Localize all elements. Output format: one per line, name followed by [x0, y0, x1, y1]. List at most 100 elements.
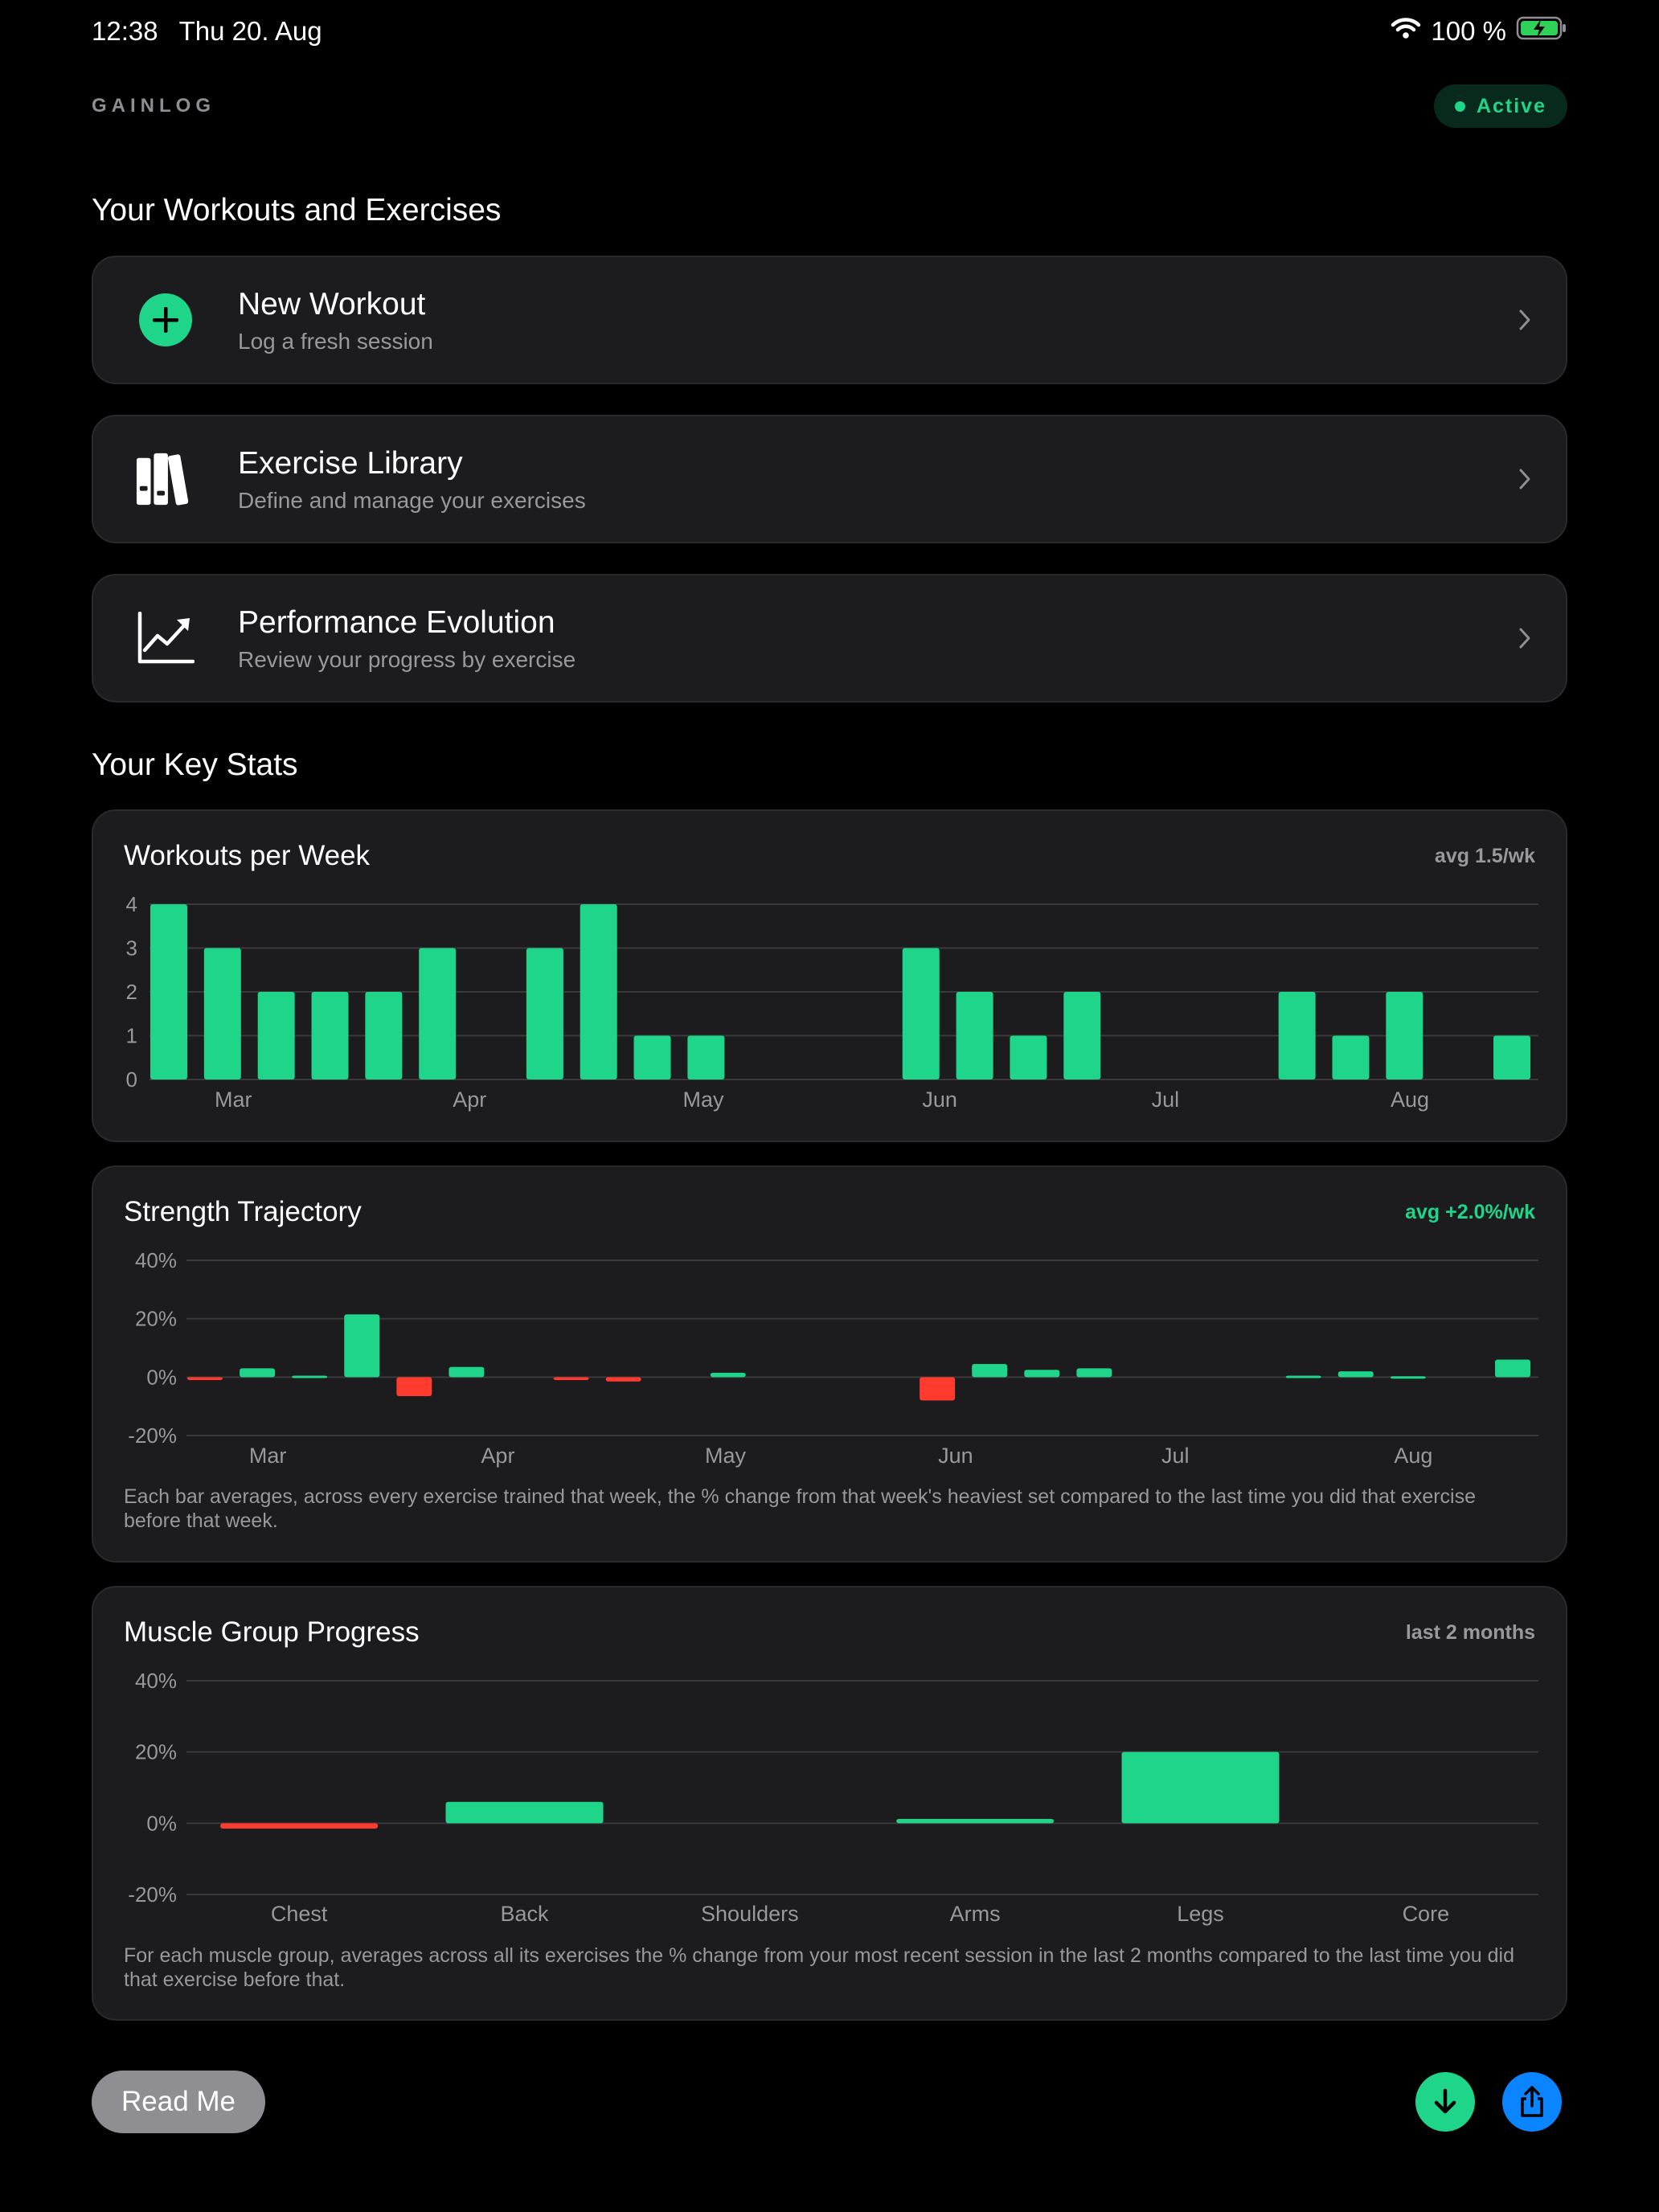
- bar: [396, 1377, 432, 1396]
- x-tick-label: May: [683, 1088, 725, 1112]
- chart-badge: last 2 months: [1405, 1620, 1535, 1644]
- bar: [365, 992, 403, 1079]
- nav-subtitle: Log a fresh session: [238, 329, 433, 354]
- chevron-right-icon: [1513, 626, 1537, 650]
- bar: [526, 948, 563, 1079]
- y-tick-label: 0%: [146, 1365, 177, 1389]
- nav-title: New Workout: [238, 287, 426, 322]
- bar: [1495, 1359, 1530, 1378]
- chevron-right-icon: [1513, 467, 1537, 491]
- bar: [187, 1377, 223, 1380]
- x-tick-label: Apr: [481, 1444, 514, 1468]
- x-tick-label: Legs: [1177, 1902, 1224, 1926]
- y-tick-label: -20%: [128, 1423, 177, 1448]
- nav-title: Exercise Library: [238, 446, 463, 481]
- y-tick-label: 3: [126, 936, 137, 961]
- read-me-button[interactable]: Read Me: [92, 2071, 265, 2133]
- y-tick-label: -20%: [128, 1882, 177, 1907]
- y-tick-label: 20%: [135, 1307, 177, 1331]
- chevron-right-icon: [1513, 308, 1537, 332]
- x-tick-label: Arms: [950, 1902, 1001, 1926]
- x-tick-label: Chest: [271, 1902, 328, 1926]
- bar: [580, 904, 617, 1079]
- bar: [1024, 1370, 1060, 1378]
- bar: [311, 992, 349, 1079]
- strength-trajectory-chart: -20% 0% 20% 40% Mar Apr May Jun Jul Aug: [128, 1248, 1538, 1468]
- bar: [1493, 1035, 1530, 1079]
- bar: [633, 1035, 671, 1079]
- bar: [344, 1314, 380, 1378]
- y-tick-label: 40%: [135, 1248, 177, 1272]
- bar: [553, 1377, 589, 1380]
- new-workout-card[interactable]: New Workout Log a fresh session: [92, 256, 1567, 384]
- section-title-workouts: Your Workouts and Exercises: [92, 193, 502, 227]
- y-tick-label: 40%: [135, 1669, 177, 1693]
- chart-badge: avg +2.0%/wk: [1405, 1200, 1535, 1223]
- chart-badge: avg 1.5/wk: [1434, 844, 1535, 867]
- bar: [1278, 992, 1316, 1079]
- trend-chart-icon: [135, 608, 196, 669]
- x-tick-label: Aug: [1394, 1444, 1432, 1468]
- bar: [920, 1377, 956, 1401]
- bar: [1386, 992, 1423, 1079]
- x-tick-label: Aug: [1391, 1088, 1429, 1112]
- x-tick-label: Jul: [1161, 1444, 1190, 1468]
- bar: [292, 1375, 328, 1378]
- bar: [1121, 1751, 1280, 1824]
- status-date: Thu 20. Aug: [178, 16, 322, 46]
- bar: [710, 1372, 746, 1378]
- bar: [203, 948, 241, 1079]
- y-tick-label: 20%: [135, 1740, 177, 1764]
- x-tick-label: Back: [500, 1902, 549, 1926]
- section-title-stats: Your Key Stats: [92, 748, 298, 782]
- x-tick-label: May: [705, 1444, 747, 1468]
- plus-circle-icon: [135, 289, 196, 350]
- chart-title: Workouts per Week: [124, 840, 371, 871]
- x-tick-label: Mar: [249, 1444, 287, 1468]
- y-tick-label: 2: [126, 980, 137, 1004]
- arrow-down-icon: [1434, 2088, 1456, 2114]
- active-status-badge: Active: [1433, 84, 1567, 128]
- share-button[interactable]: [1502, 2072, 1562, 2132]
- workouts-per-week-chart: 0 1 2 3 4 Mar Apr May Jun Jul Aug: [126, 892, 1538, 1112]
- x-tick-label: Jul: [1152, 1088, 1180, 1112]
- bar: [902, 948, 940, 1079]
- battery-charging-icon: [1516, 15, 1567, 47]
- y-tick-label: 4: [126, 892, 137, 916]
- x-tick-label: Core: [1403, 1902, 1450, 1926]
- strength-trajectory-card: Strength Trajectory avg +2.0%/wk -20% 0% 2…: [92, 1165, 1567, 1563]
- y-tick-label: 0: [126, 1067, 137, 1092]
- bar: [419, 948, 457, 1079]
- chart-note: For each muscle group, averages across a…: [124, 1944, 1514, 1991]
- performance-evolution-card[interactable]: Performance Evolution Review your progre…: [92, 574, 1567, 703]
- bar: [1285, 1375, 1321, 1378]
- bar: [1390, 1376, 1426, 1379]
- bar: [1332, 1035, 1370, 1079]
- muscle-group-progress-chart: -20% 0% 20% 40% Chest Back Shoulders Arms Legs Co…: [128, 1669, 1538, 1926]
- wifi-icon: [1391, 16, 1421, 47]
- y-tick-label: 1: [126, 1024, 137, 1048]
- exercise-library-card[interactable]: Exercise Library Define and manage your …: [92, 415, 1567, 543]
- bar: [605, 1377, 641, 1382]
- download-button[interactable]: [1415, 2072, 1475, 2132]
- bar: [1010, 1035, 1047, 1079]
- books-icon: [135, 449, 196, 510]
- workouts-per-week-card: Workouts per Week avg 1.5/wk 0 1 2 3 4 Mar Apr…: [92, 809, 1567, 1142]
- app-brand: GAINLOG: [92, 95, 215, 117]
- bar: [220, 1823, 379, 1829]
- bar: [1337, 1371, 1374, 1378]
- status-dot-icon: [1454, 100, 1465, 112]
- bar: [896, 1819, 1055, 1824]
- bar: [687, 1035, 725, 1079]
- muscle-group-progress-card: Muscle Group Progress last 2 months -20%…: [92, 1586, 1567, 2021]
- x-tick-label: Apr: [453, 1088, 486, 1112]
- bar: [449, 1366, 485, 1378]
- bar: [445, 1801, 604, 1824]
- bar: [150, 904, 187, 1079]
- bar: [1063, 992, 1101, 1079]
- x-tick-label: Mar: [215, 1088, 252, 1112]
- status-bar: 12:38 Thu 20. Aug 100 %: [92, 11, 1567, 51]
- header: GAINLOG Active: [92, 84, 1567, 129]
- nav-subtitle: Define and manage your exercises: [238, 488, 586, 513]
- active-status-label: Active: [1476, 94, 1546, 117]
